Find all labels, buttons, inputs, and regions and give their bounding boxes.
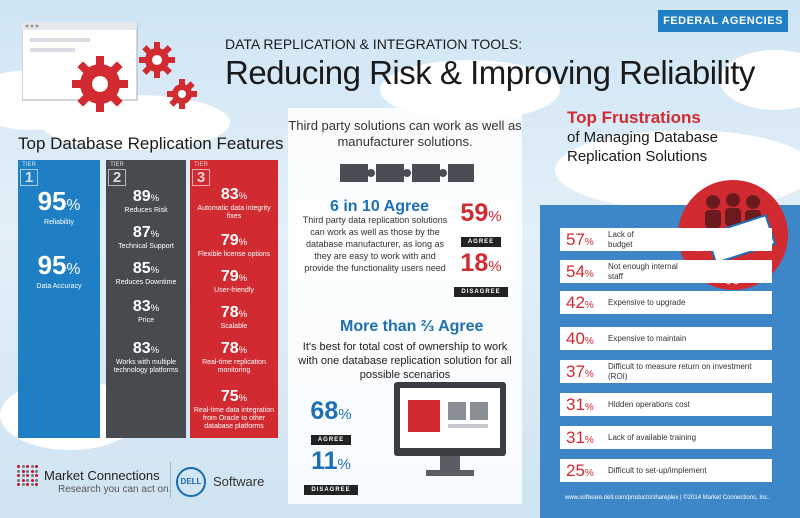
feature-item: 87% Technical Support	[106, 224, 186, 251]
feature-item: 85% Reduces Downtime	[106, 260, 186, 287]
section2-disagree: 11% DISAGREE	[300, 448, 362, 496]
feature-item: 83% Price	[106, 298, 186, 325]
monitor-icon	[392, 380, 508, 480]
tier-1-column: TIER 1 95% Reliability 95% Data Accuracy	[18, 160, 100, 438]
feature-item: 95% Reliability	[18, 188, 100, 227]
feature-item: 78% Real-time replication monitoring	[190, 340, 278, 375]
frustrations-title: Top Frustrations	[567, 108, 701, 128]
center-intro: Third party solutions can work as well a…	[288, 118, 522, 150]
tier-2-label: TIER 2	[108, 162, 126, 186]
frustration-item: 57% Lack of budget	[560, 228, 772, 251]
page-title: Reducing Risk & Improving Reliability	[225, 54, 755, 92]
market-connections-name: Market Connections	[44, 468, 160, 483]
feature-item: 79% Flexible license options	[190, 232, 278, 259]
feature-item: 78% Scalable	[190, 304, 278, 331]
software-label: Software	[213, 474, 264, 489]
header-kicker: DATA REPLICATION & INTEGRATION TOOLS:	[225, 36, 522, 52]
frustration-item: 31% Lack of available training	[560, 426, 772, 449]
tier-1-label: TIER 1	[20, 162, 38, 186]
features-title: Top Database Replication Features	[18, 134, 284, 154]
feature-item: 89% Reduces Risk	[106, 188, 186, 215]
dell-logo: DELL	[176, 467, 206, 497]
frustration-item: 37% Difficult to measure return on inves…	[560, 360, 772, 383]
frustrations-subtitle: of Managing Database Replication Solutio…	[567, 128, 727, 166]
market-connections-logo-icon	[17, 465, 39, 487]
feature-item: 75% Real-time data integration from Orac…	[190, 388, 278, 431]
market-connections-tagline: Research you can act on.	[58, 484, 171, 495]
section2-body: It's best for total cost of ownership to…	[298, 340, 512, 382]
section2-agree: 68% AGREE	[300, 398, 362, 446]
tier-2-column: TIER 2 89% Reduces Risk 87% Technical Sup…	[106, 160, 186, 438]
feature-item: 83% Works with multiple technology platf…	[106, 340, 186, 375]
feature-item: 83% Automatic data integrity fixes	[190, 186, 278, 221]
footer-url: www.software.dell.com/products/shareplex…	[565, 495, 769, 501]
browser-gears-icon	[22, 22, 212, 132]
frustration-item: 31% Hidden operations cost	[560, 393, 772, 416]
feature-item: 95% Data Accuracy	[18, 252, 100, 291]
feature-item: 79% User-friendly	[190, 268, 278, 295]
frustration-item: 40% Expensive to maintain	[560, 327, 772, 350]
section1-agree: 59% AGREE	[450, 200, 512, 248]
section2-heading: More than ⅔ Agree	[340, 318, 483, 336]
tier-3-column: TIER 3 83% Automatic data integrity fixes…	[190, 160, 278, 438]
federal-agencies-badge: FEDERAL AGENCIES	[658, 10, 788, 32]
logo-divider	[170, 462, 171, 498]
section1-body: Third party data replication solutions c…	[300, 214, 450, 274]
section1-disagree: 18% DISAGREE	[450, 250, 512, 298]
tier-3-label: TIER 3	[192, 162, 210, 186]
puzzle-icon	[340, 160, 474, 186]
frustration-item: 42% Expensive to upgrade	[560, 291, 772, 314]
frustration-item: 25% Difficult to set-up/implement	[560, 459, 772, 482]
frustration-item: 54% Not enough internal staff	[560, 260, 772, 283]
